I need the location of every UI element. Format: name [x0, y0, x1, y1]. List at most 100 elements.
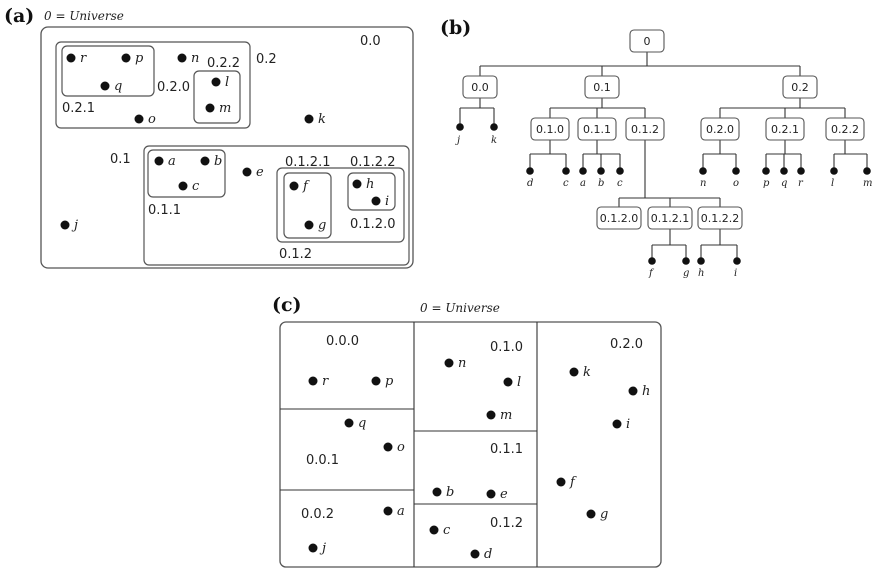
- leaf-label: d: [527, 178, 533, 189]
- node-label: 0: [644, 35, 651, 48]
- cell-label-0-0-1: 0.0.1: [306, 453, 339, 468]
- tree-leaf-a: a: [579, 167, 587, 189]
- tree-leaf-i: i: [733, 257, 741, 279]
- tree-leaf-p: p: [762, 167, 770, 189]
- grid-point-o: o: [383, 440, 405, 455]
- point-label: g: [318, 218, 326, 233]
- leaf-label: c: [563, 178, 569, 189]
- tree-node-0-2-0: 0.2.0: [700, 117, 740, 141]
- point-label: j: [319, 541, 326, 556]
- cell-label-0-1-0: 0.1.0: [490, 340, 523, 355]
- point-label: c: [192, 179, 200, 194]
- panel-a-tag: (a): [4, 5, 34, 27]
- tree-node-0-1-2-1: 0.1.2.1: [647, 206, 693, 230]
- point-label: b: [214, 154, 222, 169]
- point-label: m: [219, 101, 231, 116]
- leaf-label: q: [781, 178, 787, 189]
- grid-point-m: m: [486, 408, 512, 423]
- point-label: a: [168, 154, 176, 169]
- node-label: 0.1: [593, 81, 611, 94]
- leaf-label: i: [734, 268, 737, 279]
- leaf-label: c: [617, 178, 623, 189]
- panel-a: (a) 0 = Universe 0.0 0.2 0.2.0 0.2.1 0.2…: [4, 5, 414, 269]
- grid-point-r: r: [308, 374, 329, 389]
- grid-point-f: f: [556, 475, 577, 490]
- point-j: j: [60, 218, 78, 233]
- grid-point-k: k: [569, 365, 591, 380]
- tree-leaf-c: c: [562, 167, 570, 189]
- grid-point-l: l: [503, 375, 521, 390]
- grid-point-j: j: [308, 541, 326, 556]
- point-label: k: [318, 112, 326, 127]
- node-label: 0.1.2: [631, 123, 659, 136]
- node-label: 0.0: [471, 81, 489, 94]
- tree-leaf-f: f: [648, 257, 656, 279]
- label-0-1: 0.1: [110, 152, 131, 167]
- tree-node-0: 0: [629, 29, 665, 53]
- cell-label-0-0-2: 0.0.2: [301, 507, 334, 522]
- point-label: p: [135, 51, 144, 66]
- label-0-2-0: 0.2.0: [157, 80, 190, 95]
- tree-leaf-b: b: [597, 167, 605, 189]
- panel-c: (c) 0 = Universe 0.0.0 0.0.1 0.0.2 0.1.0…: [272, 294, 662, 568]
- point-m: m: [205, 101, 231, 116]
- point-label: q: [358, 416, 366, 431]
- point-l: l: [211, 75, 229, 90]
- label-0-2: 0.2: [256, 52, 277, 67]
- point-label: f: [302, 179, 310, 194]
- region-0-2-box: [55, 41, 251, 129]
- point-label: i: [626, 417, 630, 432]
- node-label: 0.2: [791, 81, 809, 94]
- point-n: n: [177, 51, 199, 66]
- grid-point-g: g: [586, 507, 608, 522]
- tree-node-0-1-2: 0.1.2: [625, 117, 665, 141]
- panel-b-tag: (b): [440, 17, 471, 39]
- point-label: h: [642, 384, 650, 399]
- leaf-label: g: [683, 268, 689, 279]
- label-0-1-1: 0.1.1: [148, 203, 181, 218]
- grid-point-e: e: [486, 487, 508, 502]
- universe-box: [40, 26, 414, 269]
- node-label: 0.1.2.2: [701, 212, 739, 225]
- point-h: h: [352, 177, 374, 192]
- tree-node-0-0: 0.0: [462, 75, 498, 99]
- leaf-label: m: [863, 178, 872, 189]
- cell-label-0-1-1: 0.1.1: [490, 442, 523, 457]
- region-0-1-2-2-box: [347, 172, 396, 211]
- point-label: e: [256, 165, 264, 180]
- point-label: d: [484, 547, 492, 562]
- region-0-1-2-box: [143, 145, 410, 266]
- tree-node-0-1: 0.1: [584, 75, 620, 99]
- tree-node-0-1-2-2: 0.1.2.2: [697, 206, 743, 230]
- leaf-label: l: [831, 178, 834, 189]
- tree-node-0-2-1: 0.2.1: [765, 117, 805, 141]
- leaf-label: b: [598, 178, 604, 189]
- tree-node-0-1-2-0: 0.1.2.0: [596, 206, 642, 230]
- tree-leaf-q: q: [780, 167, 788, 189]
- grid-point-i: i: [612, 417, 630, 432]
- leaf-label: r: [798, 178, 804, 189]
- point-e: e: [242, 165, 264, 180]
- point-label: b: [446, 485, 454, 500]
- label-0-1-2: 0.1.2: [279, 247, 312, 262]
- tree-leaf-k: k: [490, 123, 498, 146]
- node-label: 0.2.2: [831, 123, 859, 136]
- point-label: l: [517, 375, 521, 390]
- tree-leaf-g: g: [682, 257, 690, 279]
- leaf-label: p: [763, 178, 770, 189]
- point-label: r: [80, 51, 87, 66]
- node-label: 0.1.1: [583, 123, 611, 136]
- tree-leaf-m: m: [863, 167, 872, 189]
- node-label: 0.1.2.0: [600, 212, 638, 225]
- tree-edges: [459, 52, 868, 258]
- grid-point-d: d: [470, 547, 492, 562]
- point-label: j: [71, 218, 78, 233]
- grid-point-n: n: [444, 356, 466, 371]
- leaf-label: j: [455, 135, 460, 146]
- panel-c-caption: 0 = Universe: [420, 301, 500, 315]
- point-i: i: [371, 194, 389, 209]
- tree-node-0-2-2: 0.2.2: [825, 117, 865, 141]
- tree-leaf-d: d: [526, 167, 534, 189]
- tree-leaf-h: h: [697, 257, 705, 279]
- point-label: o: [397, 440, 405, 455]
